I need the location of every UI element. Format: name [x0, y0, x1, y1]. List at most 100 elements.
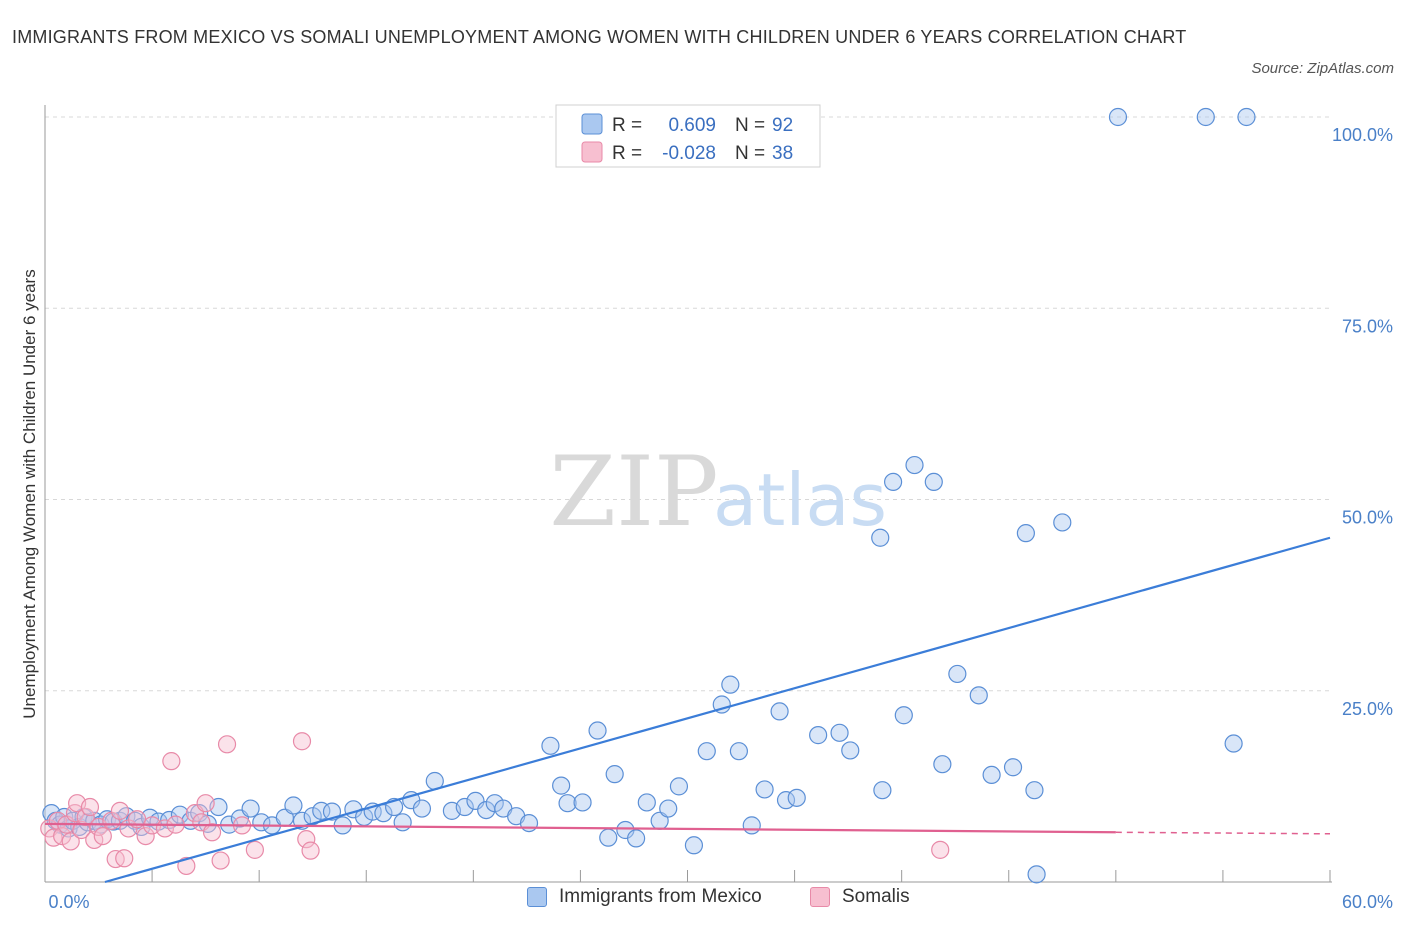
mexico-point-57	[573, 793, 592, 812]
mexico-point-56	[558, 794, 577, 813]
mexico-point-90	[1003, 758, 1023, 777]
somalis-point-25	[177, 856, 196, 876]
legend-swatch-mexico	[581, 113, 603, 135]
mexico-point-66	[669, 777, 689, 796]
y-tick-labels: 100.0% 75.0% 50.0% 25.0%	[1332, 125, 1393, 719]
mexico-point-78	[830, 723, 849, 742]
mexico-point-42	[393, 813, 412, 832]
x-tick-label-min: 0.0%	[48, 892, 89, 912]
gridlines	[45, 116, 1330, 692]
mexico-point-23	[198, 814, 217, 833]
mexico-point-63	[637, 793, 656, 812]
somalis-point-33	[245, 840, 264, 859]
somalis-point-37	[931, 840, 950, 859]
mexico-point-92	[1025, 781, 1044, 800]
y-tick-label-50: 50.0%	[1342, 508, 1393, 528]
mexico-point-80	[871, 528, 890, 547]
mexico-point-71	[729, 742, 749, 761]
legend-label-somalis: Somalis	[842, 886, 910, 907]
mexico-point-75	[776, 791, 796, 810]
somalis-point-16	[110, 801, 130, 820]
mexico-point-83	[894, 706, 913, 725]
mexico-point-54	[541, 736, 560, 755]
somalis-point-23	[162, 752, 181, 771]
mexico-point-58	[588, 721, 607, 740]
series-somalis-points	[40, 732, 950, 876]
mexico-point-89	[982, 765, 1001, 785]
somalis-point-35	[297, 830, 316, 849]
legend-label-mexico: Immigrants from Mexico	[559, 886, 762, 907]
mexico-point-73	[755, 780, 774, 799]
mexico-point-59	[599, 828, 618, 847]
legend-item-somalis[interactable]: Somalis	[810, 886, 910, 908]
mexico-point-76	[787, 788, 806, 807]
mexico-point-62	[626, 829, 646, 848]
mexico-point-55	[552, 776, 571, 795]
series-mexico-points	[42, 107, 1256, 884]
watermark-zip: ZIP	[549, 436, 718, 548]
somalis-point-36	[301, 841, 320, 860]
legend-swatch-somalis	[810, 887, 830, 907]
mexico-point-68	[697, 742, 716, 761]
source-label: Source: ZipAtlas.com	[1251, 60, 1394, 77]
chart-title: IMMIGRANTS FROM MEXICO VS SOMALI UNEMPLO…	[12, 27, 1187, 47]
mexico-point-88	[969, 686, 988, 705]
mexico-point-74	[770, 702, 789, 721]
mexico-point-20	[170, 805, 190, 824]
somalis-point-10	[80, 797, 100, 817]
mexico-point-72	[742, 816, 761, 835]
somalis-point-31	[217, 735, 237, 754]
mexico-point-97	[1224, 734, 1243, 753]
mexico-point-79	[841, 741, 860, 760]
y-tick-label-75: 75.0%	[1342, 316, 1393, 336]
somalis-point-13	[93, 826, 112, 846]
mexico-point-77	[809, 726, 828, 745]
mexico-point-31	[284, 796, 303, 815]
somalis-point-17	[115, 849, 134, 868]
mexico-point-85	[924, 472, 943, 492]
mexico-point-53	[519, 813, 539, 833]
mexico-point-87	[948, 664, 967, 684]
mexico-point-86	[933, 755, 952, 774]
trend-line-somalis-extension	[1115, 831, 1331, 835]
mexico-point-98	[1237, 107, 1256, 127]
mexico-point-44	[412, 799, 432, 818]
legend-item-mexico[interactable]: Immigrants from Mexico	[527, 886, 762, 908]
mexico-point-65	[659, 799, 678, 818]
somalis-point-30	[211, 851, 230, 870]
legend-swatch-mexico	[527, 887, 547, 907]
legend-r-value-somalis: -0.028	[662, 143, 716, 164]
legend-n-value-mexico: 92	[772, 115, 793, 136]
legend-n-label-somalis: N =	[735, 143, 765, 164]
mexico-point-27	[241, 799, 260, 818]
legend-r-label-mexico: R =	[612, 115, 642, 136]
mexico-point-82	[883, 472, 903, 492]
legend-r-value-mexico: 0.609	[668, 115, 716, 136]
bottom-legend: Immigrants from Mexico Somalis	[0, 886, 1406, 918]
trend-line-mexico	[104, 536, 1331, 884]
somalis-point-29	[202, 823, 222, 842]
somalis-point-3	[53, 826, 72, 846]
somalis-point-20	[136, 826, 155, 846]
trend-lines	[44, 536, 1331, 884]
somalis-point-5	[61, 832, 80, 851]
mexico-point-81	[873, 781, 892, 800]
trend-line-somalis	[44, 822, 1116, 834]
mexico-point-95	[1108, 107, 1128, 127]
mexico-point-93	[1027, 865, 1046, 884]
somalis-point-9	[76, 807, 95, 827]
y-tick-label-25: 25.0%	[1342, 699, 1393, 719]
mexico-point-60	[605, 765, 624, 784]
mexico-point-70	[721, 675, 740, 694]
mexico-point-96	[1196, 107, 1215, 127]
legend-swatch-somalis	[581, 141, 603, 163]
y-tick-label-100: 100.0%	[1332, 125, 1393, 145]
mexico-point-67	[684, 836, 704, 855]
somalis-point-34	[292, 732, 312, 751]
legend-n-label-mexico: N =	[735, 115, 765, 136]
legend-n-value-somalis: 38	[772, 143, 793, 164]
correlation-legend: R = 0.609 N = 92 R = -0.028 N = 38	[555, 104, 821, 168]
x-tick-labels: 0.0% 60.0%	[48, 892, 1393, 912]
mexico-point-47	[455, 797, 474, 817]
